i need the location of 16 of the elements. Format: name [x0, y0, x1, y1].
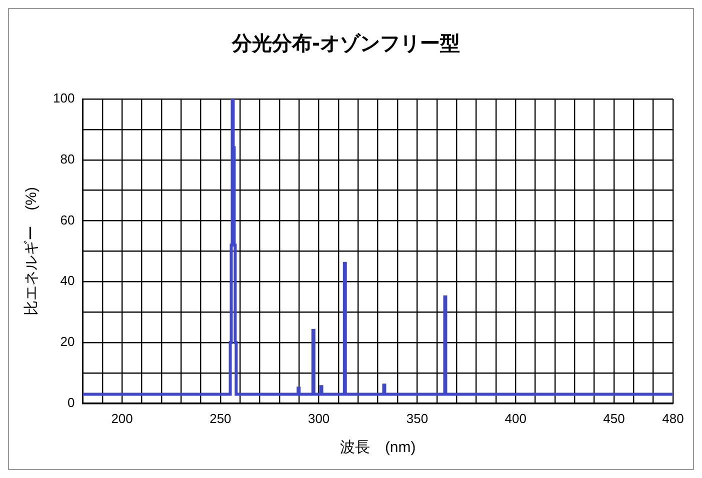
y-tick-label: 40 — [60, 273, 75, 288]
x-tick-label: 480 — [662, 410, 684, 426]
x-tick-label: 400 — [504, 410, 526, 426]
x-tick-label: 350 — [406, 410, 428, 426]
x-tick-label: 200 — [111, 410, 133, 426]
y-tick-label: 80 — [60, 151, 75, 166]
y-tick-label: 100 — [52, 90, 75, 106]
x-tick-label: 300 — [308, 410, 330, 426]
y-tick-label: 0 — [67, 394, 75, 410]
x-tick-label: 450 — [603, 410, 625, 426]
x-tick-label: 250 — [210, 410, 232, 426]
chart-title: 分光分布-オゾンフリー型 — [230, 31, 460, 56]
y-tick-label: 20 — [60, 334, 75, 350]
y-tick-label: 60 — [60, 212, 75, 228]
y-axis-title: 比エネルギー (%) — [23, 187, 40, 316]
x-axis-title: 波長 (nm) — [340, 439, 416, 456]
